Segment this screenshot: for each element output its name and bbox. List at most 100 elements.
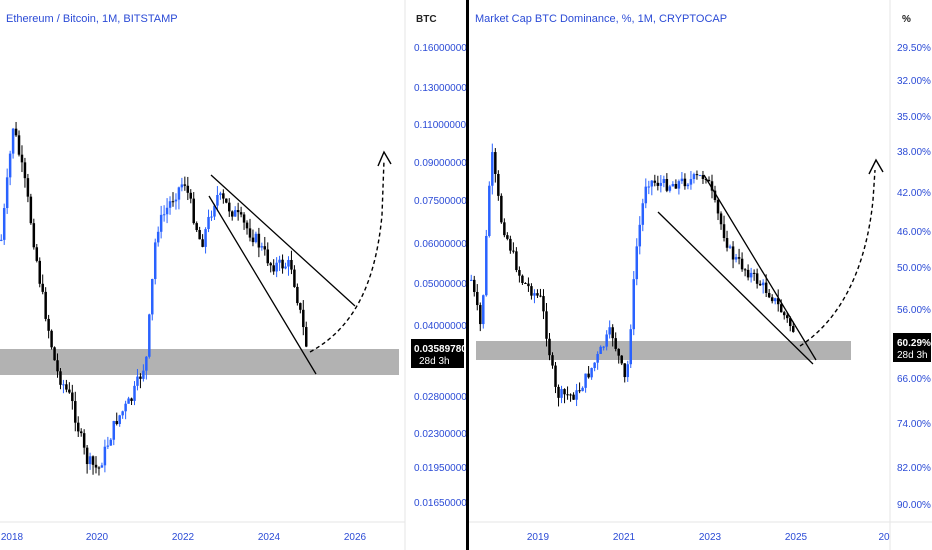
candle-body [189,192,193,199]
candle-body [611,327,614,339]
candle-body [605,334,608,347]
candle-body [623,363,626,378]
y-tick-left: 0.13000000 [414,83,467,94]
candle-body [695,174,699,176]
projection-arrow-right [799,169,876,347]
y-tick-right: 38.00% [897,147,931,158]
candle-body [242,214,246,223]
candle-body [680,178,684,182]
candle-body [470,279,473,281]
candle-body [257,233,261,248]
candle-body [97,467,101,469]
candle-body [479,305,482,325]
candle-body [65,384,68,390]
x-tick-left: 2018 [1,532,24,543]
y-tick-right: 50.00% [897,263,931,274]
candle-body [216,195,219,206]
candle-body [566,394,569,396]
candle-body [638,224,642,247]
candle-body [578,390,581,392]
candle-body [533,293,536,296]
candle-body [198,230,201,240]
candle-body [749,272,753,278]
unit-label-left[interactable]: BTC [416,14,437,25]
x-tick-right: 2023 [699,532,722,543]
candle-body [5,177,9,209]
candle-body [62,384,65,386]
candle-body [59,371,62,385]
candle-body [106,445,110,447]
candle-body [118,415,121,424]
candle-body [91,456,95,465]
candle-body [109,439,113,446]
x-tick-left: 2026 [344,532,367,543]
candle-body [213,205,216,217]
candle-body [572,394,575,400]
y-tick-left: 0.02300000 [414,429,467,440]
y-tick-right: 82.00% [897,463,931,474]
candle-body [228,202,231,212]
x-tick-left: 2024 [258,532,281,543]
candle-body [728,246,732,248]
candle-body [521,275,524,283]
y-tick-right: 29.50% [897,43,931,54]
y-tick-left: 0.16000000 [414,43,467,54]
wedge-upper-line-left [210,174,356,307]
candle-body [266,249,270,264]
countdown-left: 28d 3h [419,356,450,367]
candle-body [82,433,86,448]
unit-label-right[interactable]: % [902,14,911,25]
candle-body [79,431,83,434]
candle-body [575,390,578,400]
candle-body [287,259,290,267]
candle-body [608,327,611,335]
candle-body [761,282,765,286]
candle-body [632,279,636,330]
candle-body [11,128,15,154]
time-axis-left: 2018 2020 2022 2024 2026 [1,532,367,543]
y-tick-left: 0.02800000 [414,392,467,403]
candle-body [668,186,672,191]
candle-body [296,286,299,304]
candle-body [602,346,605,348]
candle-body [219,193,222,196]
candle-body [674,184,678,189]
pane-separator[interactable] [466,0,469,550]
y-tick-left: 0.01650000 [414,498,467,509]
y-tick-right: 32.00% [897,76,931,87]
chart-title-right: Market Cap BTC Dominance, %, 1M, CRYPTOC… [475,13,727,25]
candle-body [100,465,104,468]
candle-body [596,353,599,363]
candle-body [248,228,252,238]
candle-body [127,398,130,404]
candle-body [629,329,632,365]
candle-body [233,210,237,217]
candle-body [653,180,657,183]
candle-body [148,314,151,357]
x-tick-right: 2025 [785,532,808,543]
candle-body [536,293,539,296]
candle-body [68,389,71,393]
y-tick-left: 0.09000000 [414,158,467,169]
candle-body [740,258,744,270]
candle-body [518,270,521,276]
candle-body [497,173,500,196]
candle-body [506,235,509,239]
candle-body [293,269,296,287]
x-tick-right: 2021 [613,532,636,543]
right-chart-btcdominance: Market Cap BTC Dominance, %, 1M, CRYPTOC… [470,13,884,407]
candle-body [177,187,181,200]
candle-body [272,265,275,272]
time-axis-right: 2019 2021 2023 2025 20 [527,532,890,543]
candle-body [145,356,148,371]
candle-body [512,250,515,252]
candle-body [659,182,663,186]
candle-body [284,266,287,269]
x-tick-left: 2020 [86,532,109,543]
candle-body [752,272,756,274]
candle-body [641,203,645,225]
candle-body [281,259,284,269]
candle-body [305,327,308,347]
candle-body [734,257,738,260]
candle-body [53,347,56,361]
